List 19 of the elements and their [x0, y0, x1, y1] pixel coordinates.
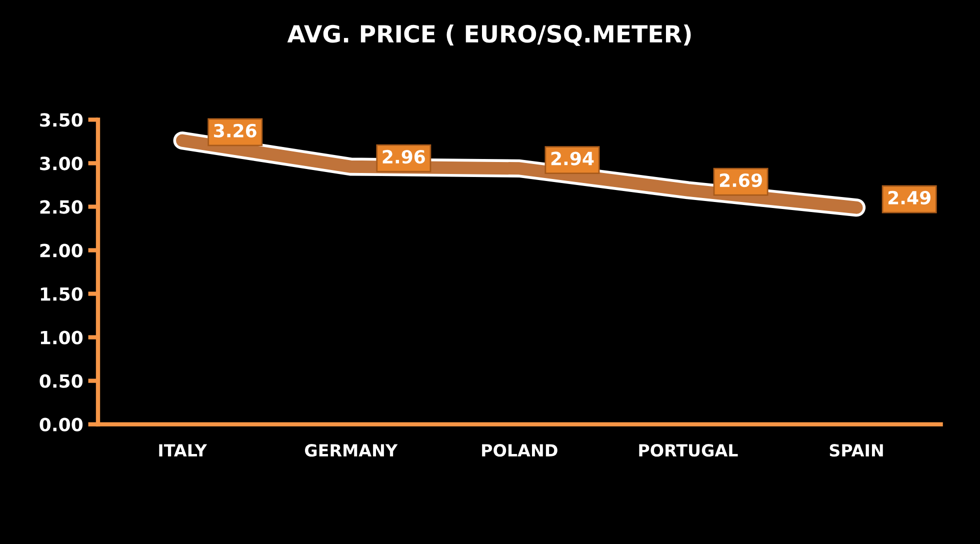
y-tick-label: 1.00 [40, 330, 83, 344]
x-tick-label: POLAND [482, 444, 558, 457]
y-tick-label: 2.00 [40, 244, 83, 258]
x-tick-label: SPAIN [830, 444, 883, 457]
y-tick-label: 1.50 [40, 287, 83, 301]
x-tick-label: PORTUGAL [639, 444, 738, 457]
data-label: 2.69 [720, 173, 762, 188]
y-tick-label: 0.50 [40, 374, 83, 388]
chart-title: AVG. PRICE ( EURO/SQ.METER) [287, 24, 691, 46]
data-label: 3.26 [214, 124, 256, 138]
y-tick-label: 3.50 [40, 113, 83, 127]
data-label: 2.49 [888, 190, 930, 204]
x-tick-label: ITALY [159, 444, 208, 456]
y-tick-label: 0.00 [40, 418, 83, 432]
y-tick-label: 3.00 [40, 156, 83, 170]
data-label: 2.96 [382, 150, 425, 164]
x-tick-label: GERMANY [304, 444, 398, 457]
data-label: 2.94 [551, 152, 594, 166]
y-tick-label: 2.50 [40, 200, 83, 214]
